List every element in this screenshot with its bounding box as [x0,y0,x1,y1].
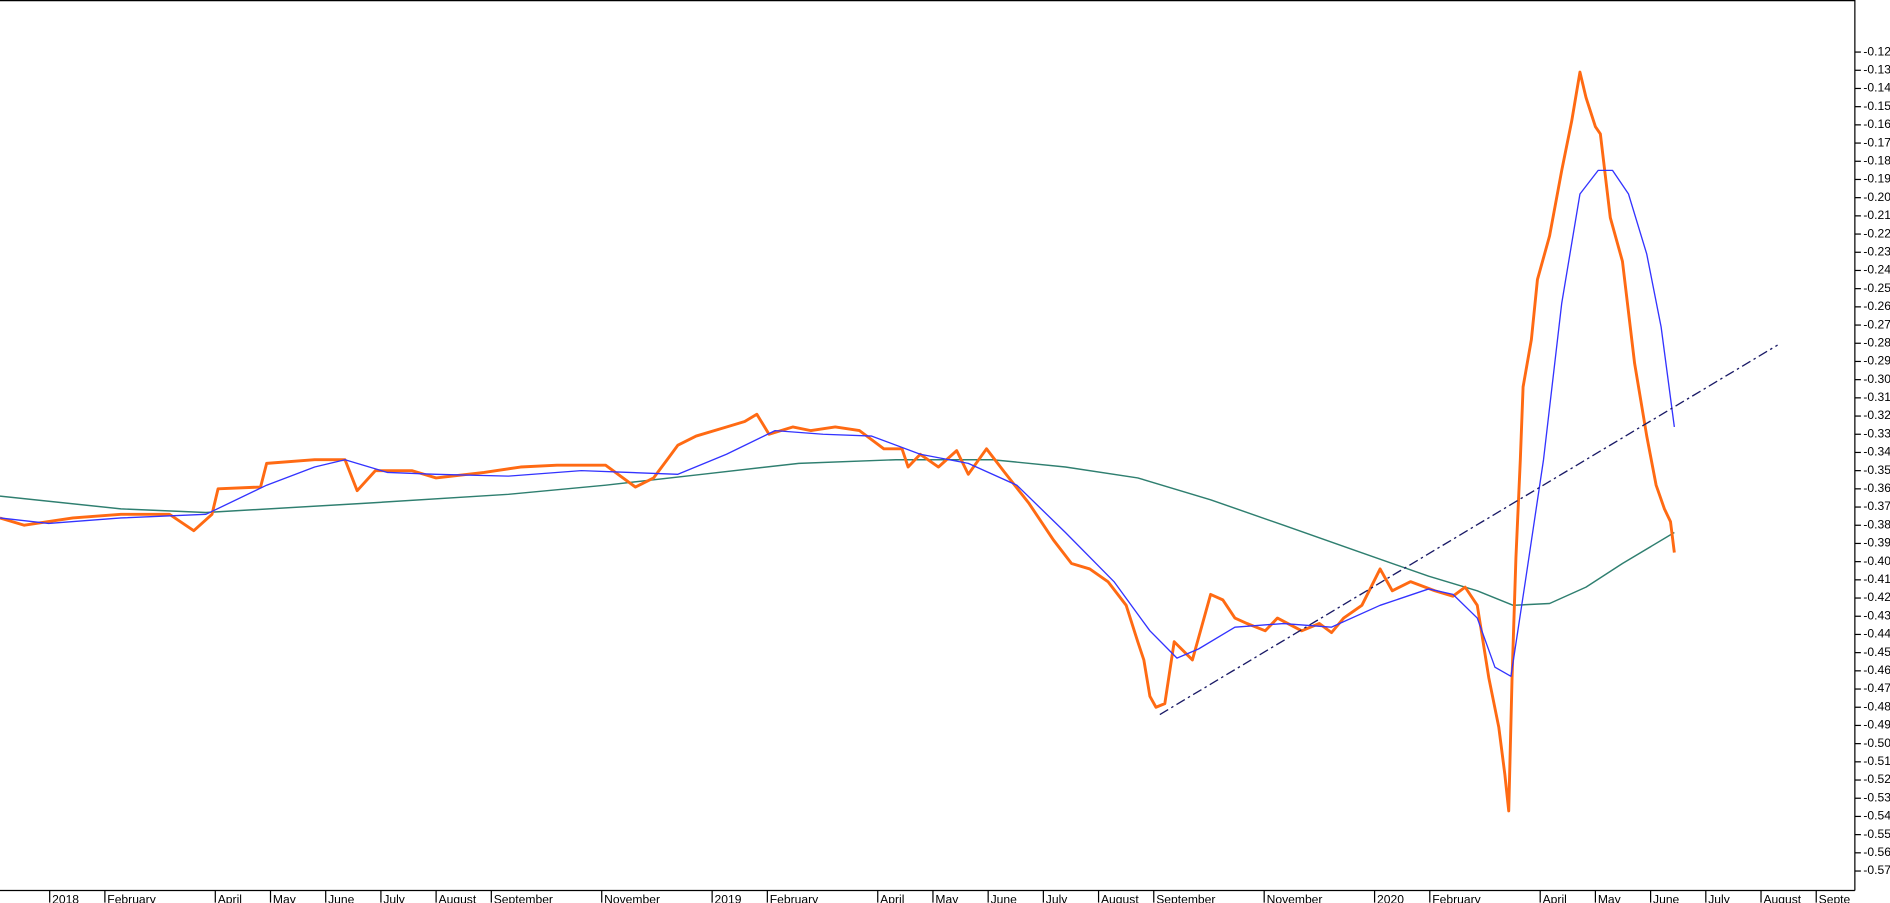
y-tick-label: -0.16 [1863,117,1890,131]
x-tick-label: June [328,892,355,903]
y-tick-label: -0.49 [1863,718,1890,732]
x-tick-label: April [1543,892,1567,903]
y-tick-label: -0.44 [1863,627,1890,641]
y-tick-label: -0.20 [1863,190,1890,204]
y-tick-label: -0.26 [1863,299,1890,313]
y-tick-label: -0.24 [1863,263,1890,277]
x-tick-label: July [1708,892,1730,903]
x-tick-label: April [218,892,242,903]
y-tick-label: -0.12 [1863,44,1890,58]
y-tick-label: -0.33 [1863,426,1890,440]
y-tick-label: -0.29 [1863,354,1890,368]
y-tick-label: -0.13 [1863,62,1890,76]
y-tick-label: -0.50 [1863,736,1890,750]
x-tick-label: February [1432,892,1481,903]
y-tick-label: -0.21 [1863,208,1890,222]
y-tick-label: -0.47 [1863,681,1890,695]
y-tick-label: -0.48 [1863,699,1890,713]
x-tick-label: 2020 [1377,892,1404,903]
y-tick-label: -0.25 [1863,281,1890,295]
series-line [0,169,1676,677]
y-tick-label: -0.52 [1863,772,1890,786]
series-line [1159,344,1778,716]
y-tick-label: -0.36 [1863,481,1890,495]
x-tick-label: April [880,892,904,903]
y-tick-label: -0.35 [1863,463,1890,477]
x-tick-label: August [439,892,477,903]
x-tick-label: July [1046,892,1068,903]
y-tick-label: -0.53 [1863,790,1890,804]
x-tick-label: 2018 [52,892,79,903]
y-tick-label: -0.27 [1863,317,1890,331]
y-tick-label: -0.23 [1863,244,1890,258]
series-line [0,70,1676,813]
y-tick-label: -0.37 [1863,499,1890,513]
y-tick-label: -0.40 [1863,554,1890,568]
y-tick-label: -0.18 [1863,153,1890,167]
y-tick-label: -0.43 [1863,608,1890,622]
y-tick-label: -0.17 [1863,135,1890,149]
y-tick-label: -0.56 [1863,845,1890,859]
y-tick-label: -0.15 [1863,99,1890,113]
y-tick-label: -0.38 [1863,517,1890,531]
x-tick-label: September [1156,892,1215,903]
y-tick-label: -0.41 [1863,572,1890,586]
y-tick-label: -0.30 [1863,372,1890,386]
x-tick-label: May [273,892,297,903]
y-tick-label: -0.32 [1863,408,1890,422]
x-tick-label: February [770,892,819,903]
y-tick-label: -0.57 [1863,863,1890,877]
x-tick-label: September [494,892,553,903]
x-tick-label: November [1267,892,1323,903]
series-line [0,458,1675,607]
y-tick-label: -0.34 [1863,445,1890,459]
x-tick-label: August [1101,892,1139,903]
y-tick-label: -0.39 [1863,536,1890,550]
x-tick-label: February [107,892,156,903]
y-tick-label: -0.55 [1863,827,1890,841]
y-tick-label: -0.46 [1863,663,1890,677]
x-tick-label: November [604,892,660,903]
x-tick-label: May [1598,892,1622,903]
y-tick-label: -0.19 [1863,172,1890,186]
y-tick-label: -0.22 [1863,226,1890,240]
y-tick-label: -0.14 [1863,81,1890,95]
x-tick-label: 2019 [715,892,742,903]
y-tick-label: -0.42 [1863,590,1890,604]
y-tick-label: -0.51 [1863,754,1890,768]
y-tick-label: -0.31 [1863,390,1890,404]
x-tick-label: July [383,892,405,903]
y-tick-label: -0.54 [1863,809,1890,823]
x-tick-label: June [1653,892,1680,903]
x-tick-label: May [935,892,959,903]
y-tick-label: -0.45 [1863,645,1890,659]
x-tick-label: Septe [1819,892,1851,903]
x-tick-label: June [991,892,1018,903]
x-tick-label: August [1763,892,1801,903]
y-tick-label: -0.28 [1863,335,1890,349]
